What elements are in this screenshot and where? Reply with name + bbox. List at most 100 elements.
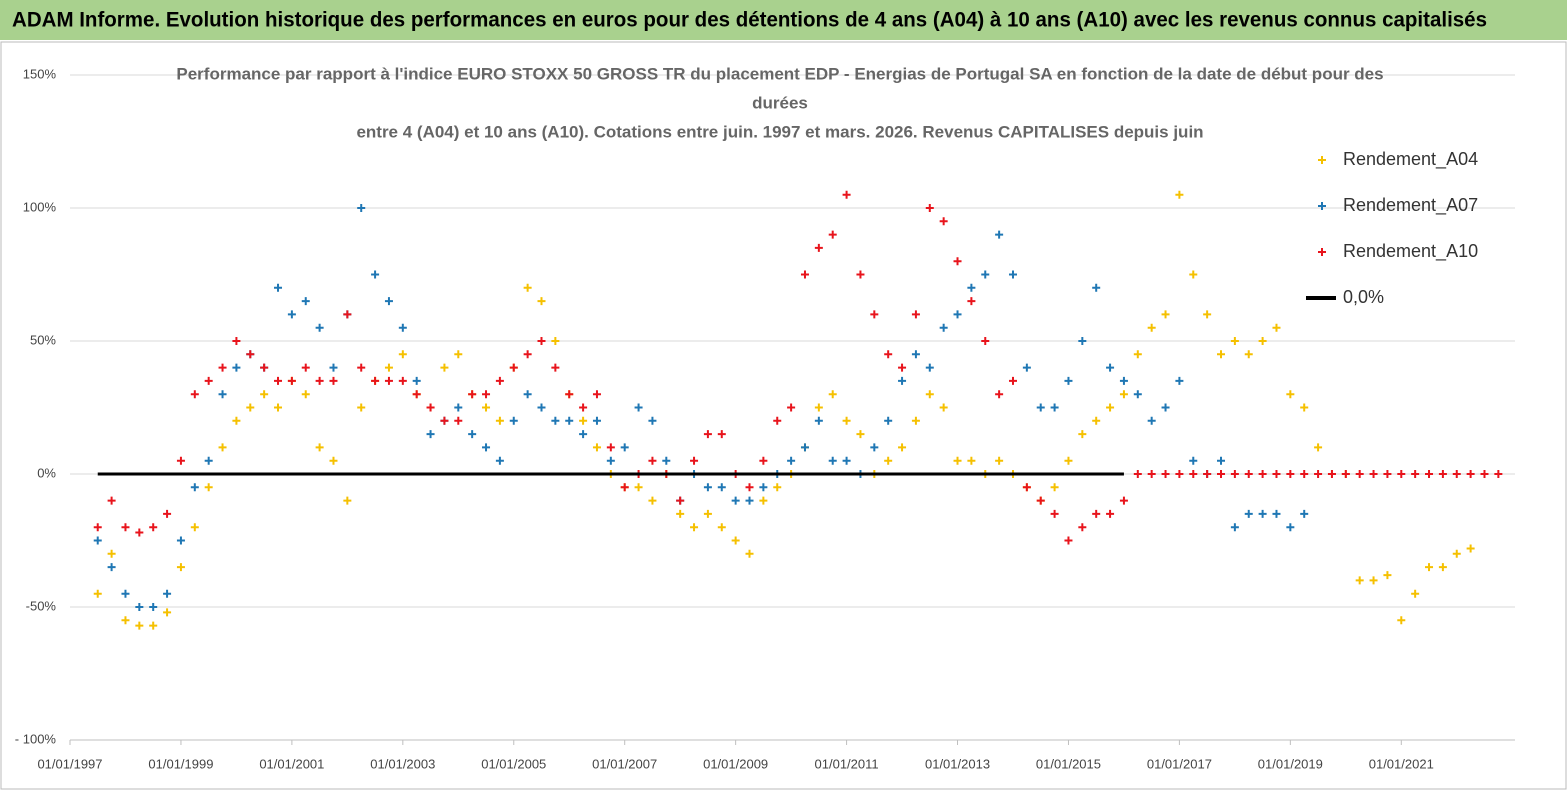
point — [800, 443, 809, 452]
point — [468, 430, 477, 439]
point — [995, 230, 1004, 239]
point — [565, 416, 574, 425]
point — [495, 416, 504, 425]
point — [1244, 470, 1253, 478]
x-tick-label: 01/01/2001 — [259, 756, 324, 771]
point — [648, 416, 657, 425]
point — [1425, 470, 1434, 478]
point — [995, 390, 1004, 399]
point — [634, 483, 643, 492]
x-tick-label: 01/01/1997 — [37, 756, 102, 771]
point — [1189, 470, 1198, 478]
point — [787, 456, 796, 465]
point — [1355, 576, 1364, 585]
point — [1217, 350, 1226, 359]
point — [107, 563, 116, 572]
x-tick-label: 01/01/2021 — [1369, 756, 1434, 771]
point — [1397, 616, 1406, 625]
point — [1314, 470, 1323, 478]
point — [301, 363, 310, 372]
point — [135, 621, 144, 630]
point — [1244, 509, 1253, 518]
point — [1078, 523, 1087, 532]
point — [911, 416, 920, 425]
point — [426, 403, 435, 412]
point — [773, 483, 782, 492]
point — [1466, 544, 1475, 553]
point — [412, 376, 421, 385]
point — [648, 456, 657, 465]
point — [1008, 376, 1017, 385]
point — [995, 456, 1004, 465]
point — [898, 376, 907, 385]
point — [1244, 350, 1253, 359]
point — [1161, 310, 1170, 319]
point — [717, 430, 726, 439]
point — [1175, 376, 1184, 385]
point — [1286, 523, 1295, 532]
y-tick-label: 150% — [23, 66, 57, 81]
point — [301, 390, 310, 399]
point — [606, 443, 615, 452]
point — [343, 496, 352, 505]
point — [592, 390, 601, 399]
point — [1133, 390, 1142, 399]
point — [1452, 470, 1461, 478]
point — [1106, 509, 1115, 518]
point — [870, 310, 879, 319]
point — [482, 403, 491, 412]
point — [204, 376, 213, 385]
point — [440, 363, 449, 372]
point — [1050, 509, 1059, 518]
point — [842, 416, 851, 425]
point — [967, 297, 976, 306]
point — [1203, 310, 1212, 319]
point — [204, 456, 213, 465]
point — [357, 403, 366, 412]
point — [1161, 470, 1170, 478]
point — [856, 430, 865, 439]
point — [1036, 496, 1045, 505]
chart-title: entre 4 (A04) et 10 ans (A10). Cotations… — [356, 122, 1203, 141]
legend-label: Rendement_A04 — [1343, 149, 1478, 170]
point — [745, 483, 754, 492]
point — [260, 363, 269, 372]
point — [620, 483, 629, 492]
point — [1078, 337, 1087, 345]
point — [1230, 337, 1239, 345]
point — [384, 376, 393, 385]
point — [1272, 470, 1281, 478]
point — [1092, 509, 1101, 518]
point — [1286, 470, 1295, 478]
point — [1064, 456, 1073, 465]
point — [246, 403, 255, 412]
point — [523, 350, 532, 359]
legend-swatch — [1318, 156, 1326, 164]
point — [398, 350, 407, 359]
point — [371, 376, 380, 385]
point — [1327, 470, 1336, 478]
legend-swatch — [1318, 248, 1326, 256]
point — [1175, 470, 1184, 478]
point — [842, 190, 851, 199]
point — [565, 390, 574, 399]
point — [773, 416, 782, 425]
point — [495, 376, 504, 385]
point — [759, 496, 768, 505]
point — [1425, 563, 1434, 572]
point — [1300, 470, 1309, 478]
point — [121, 616, 130, 625]
point — [537, 403, 546, 412]
point — [495, 456, 504, 465]
point — [509, 363, 518, 372]
point — [703, 430, 712, 439]
point — [953, 310, 962, 319]
point — [93, 523, 102, 532]
point — [690, 523, 699, 532]
point — [662, 456, 671, 465]
point — [329, 376, 338, 385]
point — [676, 496, 685, 505]
point — [149, 523, 158, 532]
point — [1217, 456, 1226, 465]
point — [1217, 470, 1226, 478]
